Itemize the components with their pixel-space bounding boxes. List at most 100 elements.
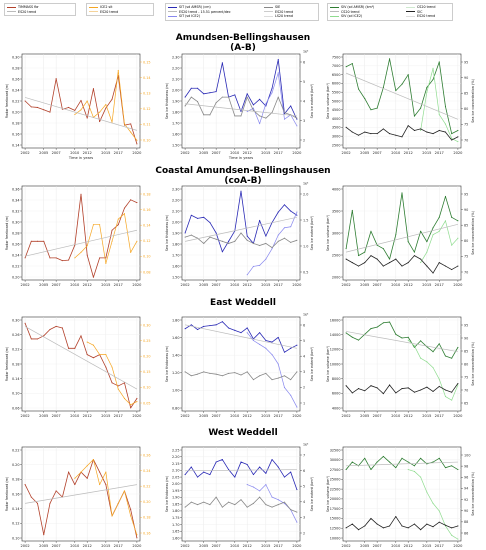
x-tick-label: 2005	[39, 414, 48, 418]
legend-swatch	[7, 11, 16, 13]
data-point	[246, 235, 248, 237]
data-point	[432, 78, 434, 81]
data-point	[228, 327, 230, 329]
data-point	[221, 321, 223, 323]
data-point	[413, 115, 415, 117]
y2-tick-label: 0.10	[143, 386, 151, 390]
y-tick-label: 0.24	[12, 253, 20, 257]
y-tick-label: 3500	[332, 126, 341, 130]
x-tick-label: 2010	[391, 414, 401, 418]
data-point	[190, 501, 192, 503]
legend-swatch	[168, 6, 177, 8]
data-point	[111, 121, 113, 123]
data-point	[345, 248, 347, 250]
data-point	[184, 236, 186, 238]
data-point	[184, 232, 186, 234]
data-point	[259, 244, 261, 247]
data-point	[196, 373, 199, 375]
data-point	[265, 504, 267, 506]
data-point	[105, 366, 107, 368]
x-tick-label: 2007	[373, 151, 382, 155]
data-point	[395, 258, 397, 260]
legend-item: ES20 trend	[406, 14, 450, 19]
data-point	[190, 466, 192, 468]
data-point	[376, 461, 378, 463]
y-tick-label: 1.95	[172, 489, 180, 493]
data-point	[92, 357, 94, 359]
x-tick-label: 2017	[114, 283, 123, 287]
legend-volume: SIV (sd AMSR) (km³) CS20 trend SIV (sd I…	[327, 3, 453, 21]
data-point	[123, 397, 126, 400]
x-tick-label: 2012	[404, 414, 413, 418]
data-point	[290, 347, 292, 349]
plot-frame	[181, 446, 301, 542]
data-point	[444, 106, 447, 108]
y2-tick-label: 0.16	[143, 531, 151, 535]
data-point	[283, 502, 286, 504]
data-point	[209, 114, 211, 116]
data-point	[376, 523, 378, 525]
data-point	[382, 128, 384, 130]
data-point	[99, 354, 101, 356]
data-point	[252, 104, 254, 106]
data-point	[271, 458, 273, 461]
y-tick-label: 3000	[332, 231, 341, 235]
x-tick-label: 2015	[422, 151, 431, 155]
region-title-ab-name: Amundsen-Bellingshausen	[175, 33, 311, 43]
legend-swatch	[264, 11, 273, 13]
x-tick-label: 2015	[422, 544, 431, 548]
y2-tick-label: 95	[464, 323, 468, 327]
data-point	[209, 236, 211, 238]
data-point	[228, 240, 230, 242]
data-point	[420, 476, 422, 478]
data-point	[80, 471, 82, 473]
data-point	[420, 340, 422, 342]
series-line-trend	[345, 72, 459, 120]
data-point	[111, 382, 113, 384]
data-point	[130, 515, 132, 517]
series-line-trend	[24, 326, 138, 390]
x-tick-label: 2012	[243, 283, 252, 287]
plot-frame	[181, 316, 301, 412]
data-point	[438, 113, 440, 116]
data-point	[123, 123, 126, 125]
y-tick-label: 1.50	[172, 275, 180, 279]
data-point	[451, 534, 453, 536]
data-point	[86, 465, 88, 467]
data-point	[438, 457, 440, 459]
data-point	[420, 262, 422, 264]
y2-tick-label: 0.12	[143, 107, 151, 111]
data-point	[451, 399, 453, 401]
data-point	[117, 69, 119, 71]
data-point	[240, 332, 242, 334]
data-point	[364, 525, 366, 527]
data-point	[370, 255, 372, 257]
data-point	[407, 262, 409, 264]
y-tick-label: 2.00	[172, 482, 180, 486]
legend-thickness: SIT (sd AMSR) (cm) ES20 trend - 15.51 pe…	[165, 3, 319, 21]
y-tick-label: 1.90	[172, 496, 180, 500]
data-point	[203, 325, 205, 327]
y-tick-label: 2.30	[172, 187, 180, 191]
data-point	[426, 241, 428, 243]
data-point	[215, 461, 217, 463]
x-tick-label: 2012	[243, 414, 252, 418]
data-point	[234, 372, 236, 374]
y2-tick-label: 6	[303, 60, 305, 64]
data-point	[296, 511, 298, 513]
x-tick-label: 2007	[52, 283, 61, 287]
y-tick-label: 12500	[330, 527, 341, 531]
data-point	[136, 240, 138, 242]
data-point	[426, 523, 428, 525]
y-tick-label: 0.30	[12, 318, 20, 322]
data-point	[265, 258, 267, 260]
data-point	[246, 274, 248, 276]
y2-tick-label: 0.20	[143, 500, 151, 504]
y2-tick-label: 4	[303, 500, 305, 504]
data-point	[61, 260, 63, 262]
y2-tick-label: 0.25	[143, 339, 151, 343]
x-tick-label: 2020	[453, 283, 463, 287]
data-point	[86, 117, 88, 119]
y-tick-label: 1.60	[172, 132, 180, 136]
data-point	[432, 390, 434, 393]
